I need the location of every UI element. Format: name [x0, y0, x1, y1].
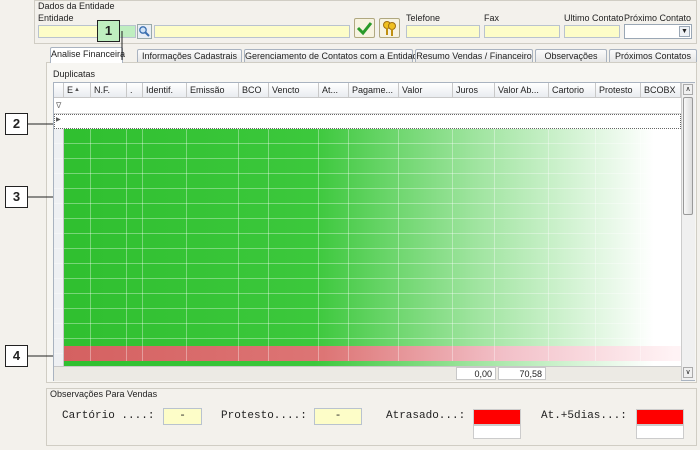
scroll-thumb[interactable] [683, 97, 693, 215]
column-header[interactable]: BCO [239, 83, 269, 98]
tab[interactable]: Resumo Vendas / Financeiro [415, 49, 533, 62]
indicator-column [54, 129, 64, 366]
green-rows [54, 361, 681, 366]
last-contact-input[interactable] [564, 25, 620, 38]
callout: 3 [5, 186, 28, 208]
grid-title: Duplicatas [53, 69, 96, 79]
indicator-header [54, 83, 64, 98]
scroll-up[interactable]: ∧ [683, 84, 693, 95]
note-label: Cartório ....: [62, 410, 155, 422]
filter-icon: ∇ [56, 101, 62, 110]
status-red [636, 409, 684, 425]
entity-name-input[interactable] [154, 25, 350, 38]
phone-input[interactable] [406, 25, 480, 38]
callout: 4 [5, 345, 28, 367]
status-white [636, 425, 684, 439]
column-header[interactable]: Valor Ab... [495, 83, 549, 98]
header-row [54, 83, 681, 98]
column-header[interactable]: Protesto [596, 83, 641, 98]
sales-notes-group [46, 388, 697, 446]
note-label: Protesto....: [221, 410, 307, 422]
column-header[interactable]: Vencto [269, 83, 319, 98]
tab[interactable]: Próximos Contatos [609, 49, 697, 62]
status-white [473, 425, 521, 439]
search-button[interactable] [137, 24, 152, 39]
keys-icon [383, 21, 396, 36]
fax-input[interactable] [484, 25, 560, 38]
column-header[interactable]: Valor [399, 83, 453, 98]
keys-button[interactable] [379, 18, 400, 38]
column-header[interactable]: Cartorio [549, 83, 596, 98]
group-title: Observações Para Vendas [50, 389, 158, 399]
entity-group [34, 0, 697, 44]
tab[interactable]: Analise Financeira [50, 47, 125, 63]
column-header[interactable]: . [127, 83, 143, 98]
row-pointer: ▶ [56, 117, 61, 123]
dropdown-arrow: ▼ [679, 26, 690, 37]
note-label: Atrasado...: [386, 410, 466, 422]
total-cell: 70,58 [498, 367, 546, 380]
tab[interactable]: Gerenciamento de Contatos com a Entidade [244, 49, 423, 62]
note-value: - [314, 408, 362, 425]
confirm-button[interactable] [354, 18, 375, 38]
callout: 2 [5, 113, 28, 135]
note-value: - [163, 408, 202, 425]
field-label: Telefone [406, 13, 441, 23]
total-cell: 0,00 [456, 367, 496, 380]
filter-row [54, 98, 681, 114]
check-icon [356, 22, 373, 36]
next-contact-select[interactable]: ▼ [624, 24, 692, 39]
column-header[interactable]: N.F. [91, 83, 127, 98]
column-header[interactable]: Pagame... [349, 83, 399, 98]
column-header[interactable]: BCOBX [641, 83, 681, 98]
status-red [473, 409, 521, 425]
totals-row [54, 366, 681, 381]
data-grid: E N.F.. Identif. Emissão BCO Vencto At... Pagam… [53, 82, 695, 381]
callout: 1 [97, 20, 120, 42]
column-header[interactable]: E [64, 83, 91, 98]
green-rows [54, 129, 681, 346]
scroll-down[interactable]: ∨ [683, 367, 693, 378]
note-label: At.+5dias...: [541, 410, 627, 422]
entity-code-input[interactable] [38, 25, 98, 38]
column-header[interactable]: Juros [453, 83, 495, 98]
red-row [54, 346, 681, 361]
search-icon [139, 26, 150, 37]
column-header[interactable]: Emissão [187, 83, 239, 98]
selected-row[interactable] [54, 114, 681, 129]
field-label: Entidade [38, 13, 74, 23]
column-header[interactable]: Identif. [143, 83, 187, 98]
field-label: Ultimo Contato [564, 13, 624, 23]
group-title: Dados da Entidade [38, 1, 115, 11]
column-header[interactable]: At... [319, 83, 349, 98]
tab[interactable]: Observações [535, 49, 607, 62]
field-label: Próximo Contato [624, 13, 692, 23]
field-label: Fax [484, 13, 500, 23]
sort-arrow: ▲ [74, 87, 80, 93]
tab[interactable]: Informações Cadastrais [137, 49, 242, 62]
